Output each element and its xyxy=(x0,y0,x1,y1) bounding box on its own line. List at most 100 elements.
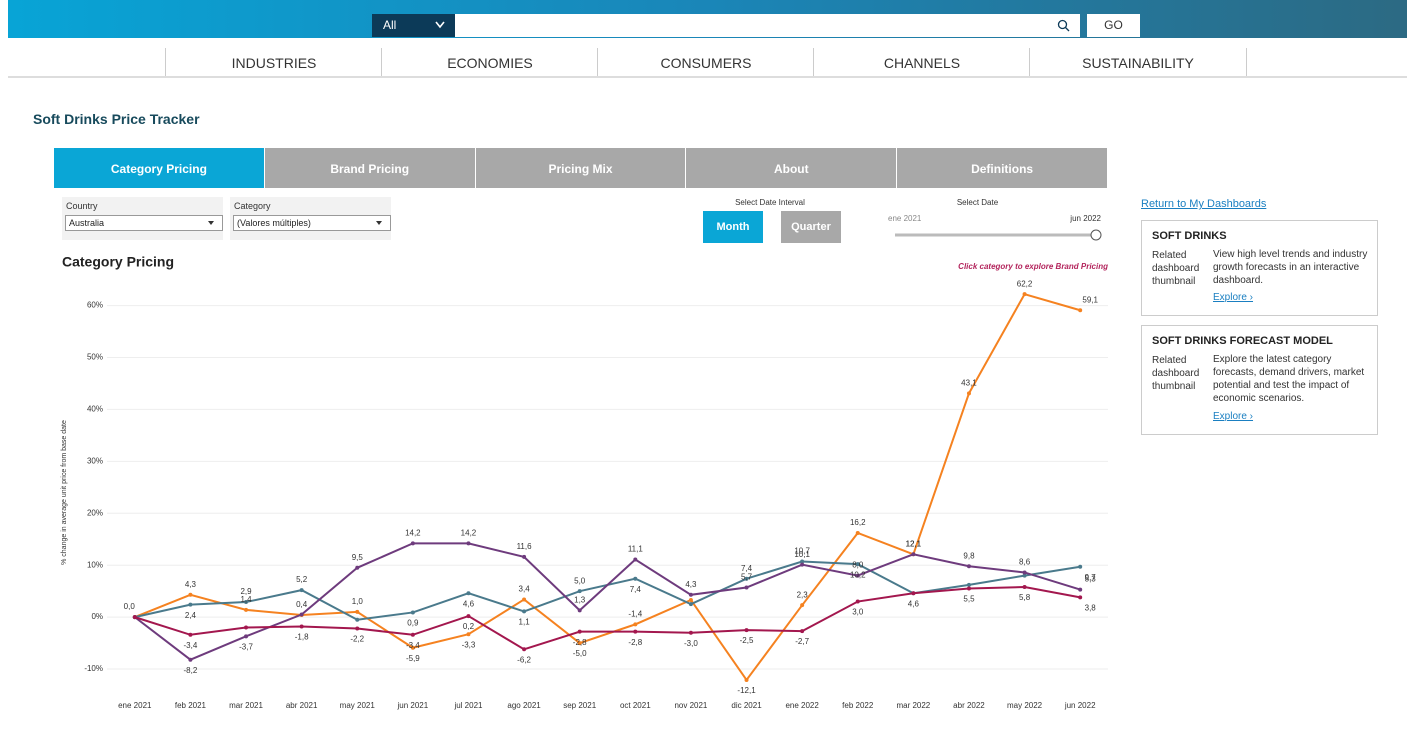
nav-item[interactable]: ECONOMIES xyxy=(381,48,598,76)
data-point xyxy=(800,559,805,564)
series-line xyxy=(134,585,1081,651)
y-tick-label: 0% xyxy=(91,612,103,621)
data-label: 4,6 xyxy=(908,599,920,608)
y-tick-label: 30% xyxy=(87,456,103,465)
data-point xyxy=(1022,585,1027,589)
data-label: 4,6 xyxy=(463,599,475,608)
data-label: 5,8 xyxy=(1019,593,1031,602)
data-point xyxy=(633,576,638,581)
data-point xyxy=(800,562,805,567)
x-tick-label: nov 2021 xyxy=(674,701,707,710)
date-label: Select Date xyxy=(956,198,999,207)
data-label: 14,2 xyxy=(461,528,477,537)
data-point xyxy=(744,677,749,682)
data-point xyxy=(244,634,249,639)
data-point xyxy=(855,599,860,604)
data-point xyxy=(911,591,916,596)
data-point xyxy=(744,628,749,633)
data-point xyxy=(577,641,582,646)
date-slider[interactable] xyxy=(890,228,1105,242)
data-label: 5,7 xyxy=(741,573,753,582)
data-label: -3,7 xyxy=(239,642,253,651)
data-label: -6,2 xyxy=(517,655,531,664)
tab[interactable]: Category Pricing xyxy=(54,148,264,188)
data-label: 1,3 xyxy=(574,595,586,604)
nav-item[interactable]: CONSUMERS xyxy=(597,48,814,76)
data-point xyxy=(1078,564,1083,569)
card-link[interactable]: Explore › xyxy=(1213,292,1254,303)
x-tick-label: ene 2022 xyxy=(785,701,819,710)
nav-item[interactable]: CHANNELS xyxy=(813,48,1030,76)
data-point xyxy=(577,608,582,613)
month-button[interactable]: Month xyxy=(703,211,763,243)
data-point xyxy=(244,607,249,612)
card-related: Related dashboard thumbnail xyxy=(1152,250,1200,287)
data-point xyxy=(633,622,638,627)
y-tick-label: 10% xyxy=(87,560,103,569)
data-point xyxy=(299,612,304,617)
data-point xyxy=(410,632,415,637)
data-point xyxy=(188,657,193,662)
date-end: jun 2022 xyxy=(1070,214,1101,223)
data-label: 43,1 xyxy=(961,378,977,387)
data-label: 7,4 xyxy=(630,585,642,594)
search-input[interactable] xyxy=(455,14,1080,37)
data-label: -2,2 xyxy=(350,635,364,644)
data-label: 16,2 xyxy=(850,518,866,527)
scope-label: All xyxy=(383,18,397,32)
y-tick-label: -10% xyxy=(84,664,103,673)
filter-select[interactable]: (Valores múltiples) xyxy=(233,215,391,231)
x-tick-label: may 2021 xyxy=(340,701,376,710)
data-label: -8,2 xyxy=(184,666,198,675)
chart: Category Pricing Click category to explor… xyxy=(61,254,1108,710)
date-start: ene 2021 xyxy=(888,214,922,223)
go-button[interactable]: GO xyxy=(1087,14,1140,37)
series-line xyxy=(134,542,1081,661)
annotation: Click category to explore Brand Pricing xyxy=(958,262,1108,271)
tab[interactable]: About xyxy=(686,148,897,188)
y-tick-label: 20% xyxy=(87,508,103,517)
data-point xyxy=(355,626,360,631)
data-label: 62,2 xyxy=(1017,279,1033,288)
x-tick-label: ago 2021 xyxy=(507,701,541,710)
data-point xyxy=(1022,570,1027,575)
data-label: 9,5 xyxy=(352,553,364,562)
card-link[interactable]: Explore › xyxy=(1213,411,1254,422)
data-label: -2,5 xyxy=(740,636,754,645)
data-label: 0,4 xyxy=(296,600,308,609)
x-tick-label: jul 2021 xyxy=(453,701,483,710)
filter-label: Country xyxy=(66,201,98,211)
data-point xyxy=(577,629,582,634)
data-point xyxy=(244,625,249,630)
data-label: -12,1 xyxy=(737,686,756,695)
tab[interactable]: Pricing Mix xyxy=(475,148,686,188)
search-scope[interactable]: All xyxy=(372,14,455,37)
nav-item[interactable]: SUSTAINABILITY xyxy=(1029,48,1247,76)
x-tick-label: may 2022 xyxy=(1007,701,1043,710)
return-link[interactable]: Return to My Dashboards xyxy=(1141,198,1267,210)
data-label: -3,3 xyxy=(462,640,476,649)
filter-select[interactable]: Australia xyxy=(65,215,223,231)
tab[interactable]: Brand Pricing xyxy=(264,148,475,188)
tab[interactable]: Definitions xyxy=(897,148,1107,188)
y-tick-label: 40% xyxy=(87,405,103,414)
x-tick-label: ene 2021 xyxy=(118,701,152,710)
data-label: -2,8 xyxy=(573,638,587,647)
data-point xyxy=(688,592,693,597)
data-label: -5,9 xyxy=(406,654,420,663)
x-tick-label: feb 2021 xyxy=(175,701,207,710)
data-point xyxy=(410,610,415,615)
data-label: 59,1 xyxy=(1082,295,1098,304)
data-point xyxy=(132,615,137,620)
data-label: 2,3 xyxy=(797,590,809,599)
quarter-button[interactable]: Quarter xyxy=(781,211,841,243)
nav-item[interactable]: INDUSTRIES xyxy=(165,48,382,76)
data-point xyxy=(966,564,971,569)
data-point xyxy=(522,609,527,614)
data-point xyxy=(410,541,415,546)
search-icon[interactable] xyxy=(1057,19,1070,32)
x-tick-label: oct 2021 xyxy=(620,701,651,710)
nav-bar: INDUSTRIES ECONOMIES CONSUMERS CHANNELS SUST… xyxy=(8,48,1407,78)
y-tick-label: 60% xyxy=(87,301,103,310)
